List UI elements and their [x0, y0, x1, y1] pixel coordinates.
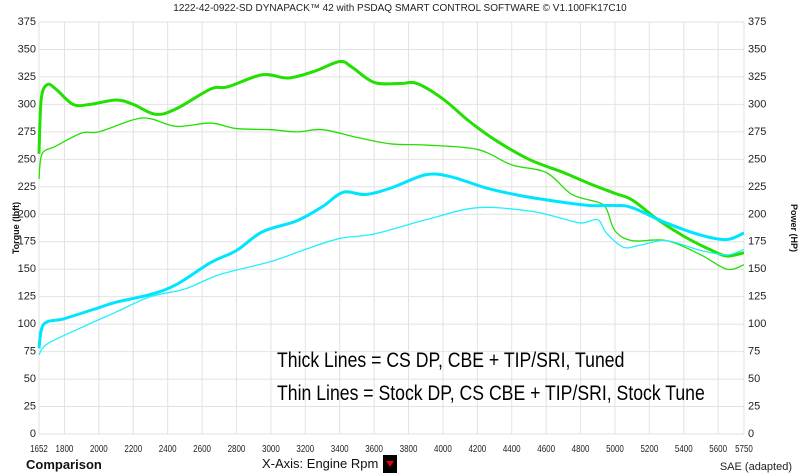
chart-title: 1222-42-0922-SD DYNAPACK™ 42 with PSDAQ … — [173, 3, 627, 14]
y2-tick-label: 250 — [748, 153, 766, 165]
x-tick-label: 4600 — [537, 443, 555, 454]
y2-tick-label: 150 — [748, 263, 766, 275]
y2-axis-title: Power (HP) — [789, 204, 799, 252]
y-tick-label: 375 — [18, 16, 36, 28]
x-tick-label: 5400 — [675, 443, 693, 454]
y-tick-label: 250 — [18, 153, 36, 165]
x-tick-label: 3400 — [331, 443, 349, 454]
x-tick-label: 5200 — [640, 443, 658, 454]
y2-tick-label: 100 — [748, 318, 766, 330]
x-tick-label: 3200 — [296, 443, 314, 454]
x-tick-label: 2600 — [193, 443, 211, 454]
series-line-torque-tuned — [37, 59, 745, 258]
x-tick-label: 2800 — [228, 443, 246, 454]
y-tick-label: 125 — [18, 291, 36, 303]
y-tick-label: 75 — [24, 346, 36, 358]
x-tick-label: 1800 — [56, 443, 74, 454]
x-tick-label: 3600 — [365, 443, 383, 454]
y2-tick-label: 200 — [748, 208, 766, 220]
sae-label: SAE (adapted) — [719, 461, 792, 473]
series-line-power-tuned — [37, 172, 745, 349]
y-tick-label: 100 — [18, 318, 36, 330]
y-tick-label: 0 — [30, 428, 36, 440]
y2-tick-label: 225 — [748, 181, 766, 193]
x-tick-label: 2000 — [90, 443, 108, 454]
y2-tick-label: 25 — [748, 401, 760, 413]
x-tick-label: 5750 — [735, 443, 753, 454]
comparison-label: Comparison — [26, 457, 102, 472]
y-tick-label: 200 — [18, 208, 36, 220]
y-tick-label: 225 — [18, 181, 36, 193]
y-axis-title: Torque (lbft) — [11, 202, 21, 254]
series-line-torque-stock — [38, 117, 745, 271]
y2-tick-label: 75 — [748, 346, 760, 358]
x-tick-label: 3800 — [400, 443, 418, 454]
y2-tick-label: 350 — [748, 43, 766, 55]
x-tick-label: 4800 — [572, 443, 590, 454]
x-axis-label: X-Axis: Engine Rpm — [262, 456, 379, 471]
y2-tick-label: 175 — [748, 236, 766, 248]
annotation-thick: Thick Lines = CS DP, CBE + TIP/SRI, Tune… — [277, 349, 625, 372]
y-tick-label: 50 — [24, 373, 36, 385]
annotation-thin: Thin Lines = Stock DP, CS CBE + TIP/SRI,… — [277, 382, 705, 405]
y-tick-label: 275 — [18, 126, 36, 138]
x-tick-label: 5600 — [709, 443, 727, 454]
x-tick-label: 5000 — [606, 443, 624, 454]
x-tick-label: 4000 — [434, 443, 452, 454]
x-tick-label: 3000 — [262, 443, 280, 454]
x-tick-label: 4200 — [468, 443, 486, 454]
y-tick-label: 25 — [24, 401, 36, 413]
x-axis-dropdown-button[interactable] — [383, 455, 397, 473]
y2-tick-label: 275 — [748, 126, 766, 138]
x-tick-label: 2400 — [159, 443, 177, 454]
y-tick-label: 350 — [18, 43, 36, 55]
y-tick-label: 300 — [18, 98, 36, 110]
y-tick-label: 175 — [18, 236, 36, 248]
y-tick-label: 325 — [18, 71, 36, 83]
y2-tick-label: 300 — [748, 98, 766, 110]
x-tick-label: 4400 — [503, 443, 521, 454]
y2-tick-label: 0 — [748, 428, 754, 440]
y-tick-label: 150 — [18, 263, 36, 275]
y2-tick-label: 50 — [748, 373, 760, 385]
x-tick-label: 2200 — [124, 443, 142, 454]
x-tick-label: 1652 — [30, 443, 48, 454]
y2-tick-label: 375 — [748, 16, 766, 28]
series-line-power-stock — [38, 206, 745, 356]
y2-tick-label: 325 — [748, 71, 766, 83]
y2-tick-label: 125 — [748, 291, 766, 303]
